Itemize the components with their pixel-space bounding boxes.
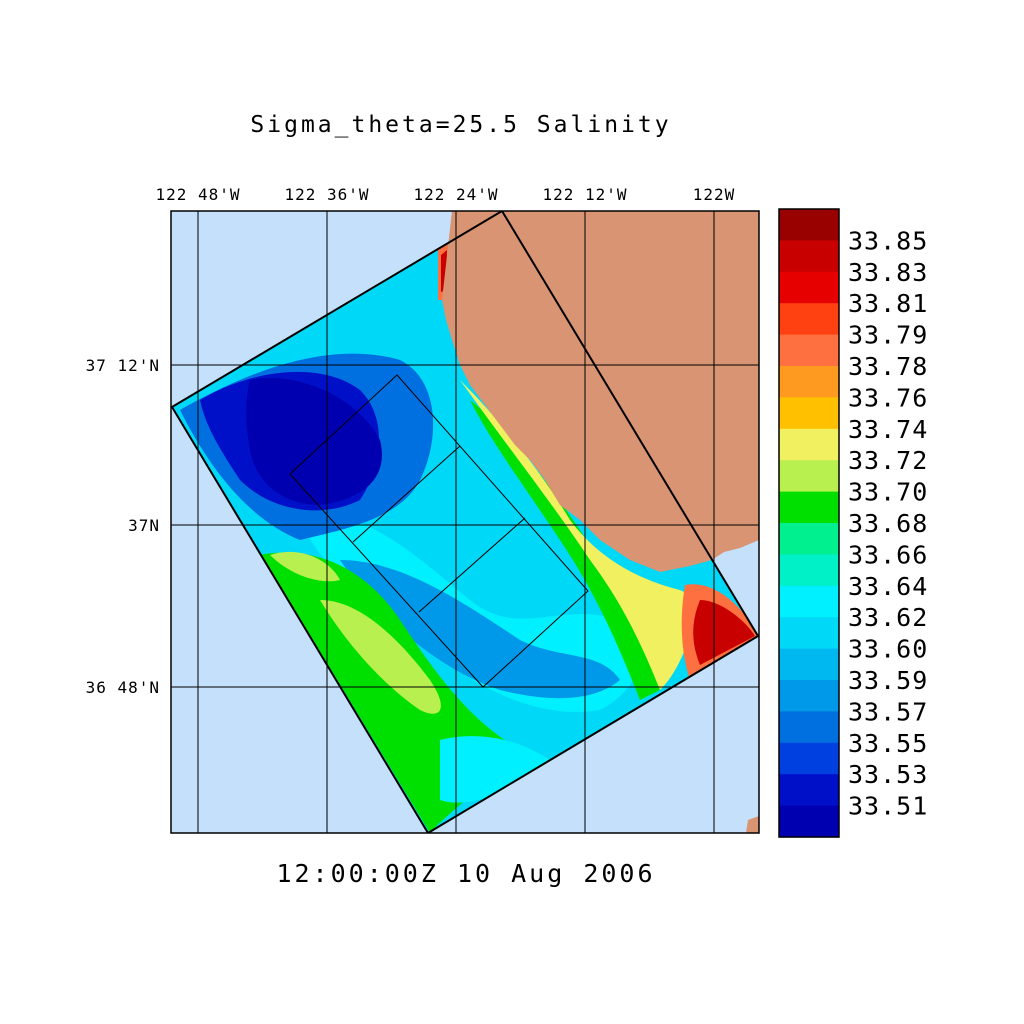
colorbar-swatch xyxy=(779,554,839,587)
salinity-field xyxy=(172,211,758,833)
sub-domain-boxes xyxy=(289,374,589,688)
colorbar-swatch xyxy=(779,366,839,398)
colorbar-label: 33.74 xyxy=(848,415,928,444)
colorbar-frame xyxy=(778,208,840,838)
colorbar-label: 33.76 xyxy=(848,383,928,412)
colorbar-swatch xyxy=(779,774,839,807)
land-mass xyxy=(442,211,759,572)
lon-tick-label: 122 24'W xyxy=(413,185,498,204)
land-islet xyxy=(746,816,759,833)
lon-tick-label: 122 36'W xyxy=(284,185,369,204)
colorbar-label: 33.62 xyxy=(848,603,928,632)
colorbar-swatch xyxy=(779,617,839,650)
colorbar-swatch xyxy=(779,680,839,712)
model-domain-outline xyxy=(171,211,759,833)
field-region-l xyxy=(460,380,700,690)
longitude-axis: 122 48'W 122 36'W 122 24'W 122 12'W 122W xyxy=(155,185,736,204)
map-title: Sigma_theta=25.5 Salinity xyxy=(250,112,671,138)
colorbar-swatch xyxy=(779,428,839,461)
field-region-c xyxy=(340,560,620,699)
colorbar-swatch xyxy=(779,742,839,775)
field-region-i xyxy=(270,551,340,582)
colorbar-label: 33.83 xyxy=(848,258,928,287)
colorbar-swatch xyxy=(779,805,839,838)
colorbar-swatch xyxy=(779,648,839,681)
colorbar-label: 33.57 xyxy=(848,697,928,726)
field-region-j xyxy=(440,736,550,803)
colorbar-label: 33.59 xyxy=(848,666,928,695)
colorbar-swatch xyxy=(779,491,839,524)
lat-tick-label: 36 48'N xyxy=(86,678,160,697)
colorbar-label: 33.70 xyxy=(848,478,928,507)
colorbar-label: 33.51 xyxy=(848,792,928,821)
colorbar-swatch xyxy=(779,711,839,744)
colorbar-swatch xyxy=(779,523,839,555)
field-region-f xyxy=(246,378,382,505)
colorbar-swatch xyxy=(779,334,839,367)
colorbar-label: 33.78 xyxy=(848,352,928,381)
colorbar-label: 33.66 xyxy=(848,540,928,569)
colorbar-label: 33.72 xyxy=(848,446,928,475)
colorbar-label: 33.79 xyxy=(848,321,928,350)
map-plot-area xyxy=(171,211,759,833)
lat-tick-label: 37N xyxy=(128,516,160,535)
colorbar-swatch xyxy=(779,585,839,618)
field-region-k xyxy=(470,400,660,700)
field-region-n xyxy=(693,600,755,665)
colorbar-label: 33.81 xyxy=(848,289,928,318)
colorbar-swatch xyxy=(779,271,839,304)
colorbar-label: 33.85 xyxy=(848,226,928,255)
field-region-h xyxy=(320,600,441,714)
colorbar-swatch xyxy=(779,240,839,273)
plot-frame xyxy=(170,210,760,834)
colorbar-label: 33.55 xyxy=(848,729,928,758)
colorbar-swatch xyxy=(779,209,839,241)
colorbar-swatch xyxy=(779,397,839,430)
colorbar-label: 33.60 xyxy=(848,635,928,664)
timestamp-label: 12:00:00Z 10 Aug 2006 xyxy=(276,859,655,888)
lat-tick-label: 37 12'N xyxy=(86,356,160,375)
colorbar-swatch xyxy=(779,303,839,336)
colorbar-swatch xyxy=(779,460,839,493)
colorbar-label: 33.68 xyxy=(848,509,928,538)
lon-tick-label: 122 48'W xyxy=(155,185,240,204)
colorbar-label: 33.53 xyxy=(848,760,928,789)
colorbar-label: 33.64 xyxy=(848,572,928,601)
lon-tick-label: 122W xyxy=(693,185,736,204)
latitude-axis: 37 12'N 37N 36 48'N xyxy=(86,356,160,697)
lon-tick-label: 122 12'W xyxy=(542,185,627,204)
